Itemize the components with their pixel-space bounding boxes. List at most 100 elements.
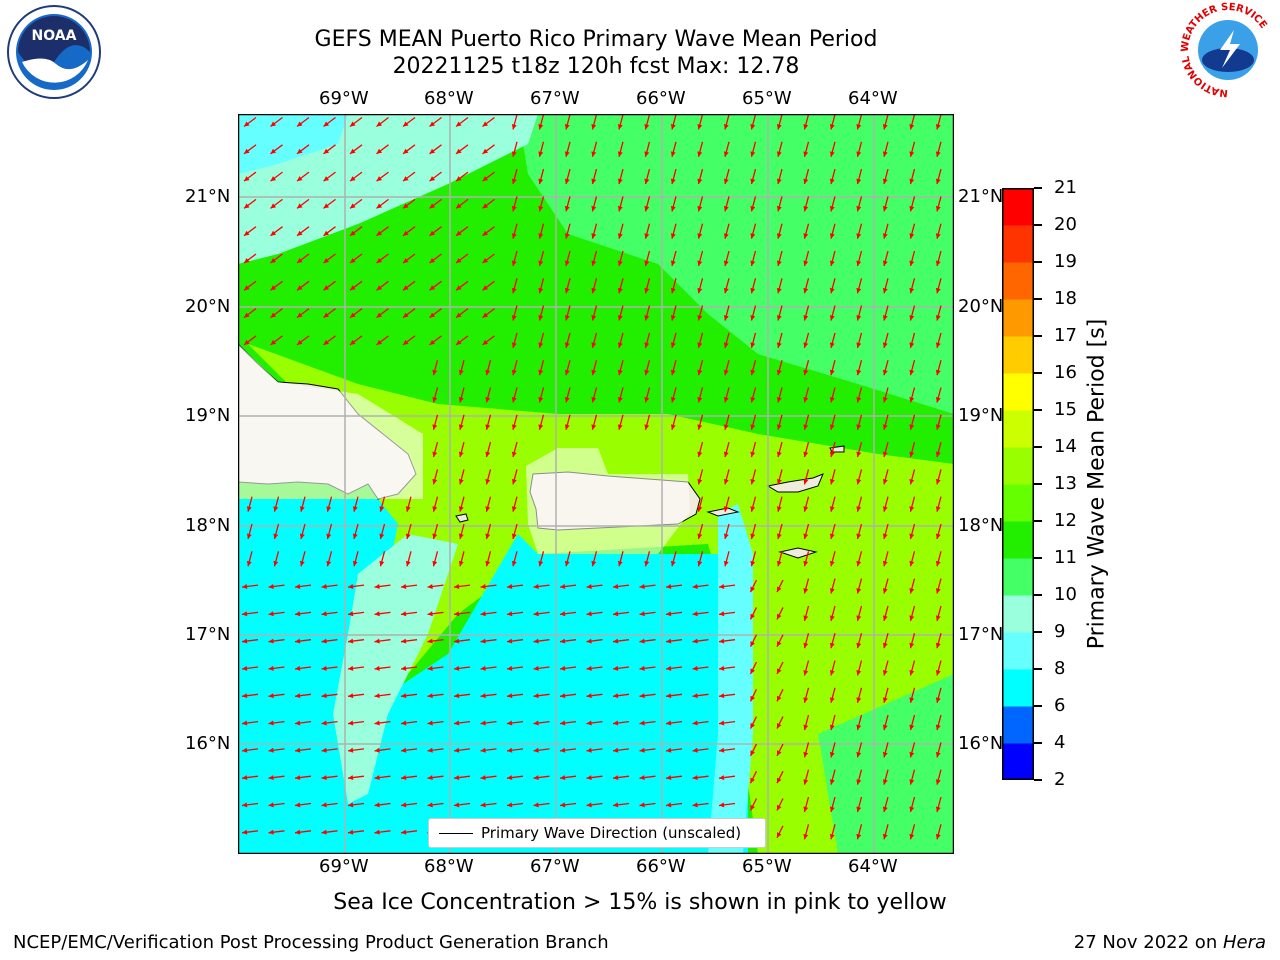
field-cyan-topleft bbox=[238, 114, 348, 174]
wave-direction-arrow bbox=[533, 583, 550, 589]
wave-direction-arrow bbox=[670, 360, 677, 376]
wave-direction-arrow bbox=[538, 332, 545, 349]
wave-direction-arrow bbox=[482, 335, 495, 346]
wave-direction-arrow bbox=[803, 250, 810, 267]
wave-direction-arrow bbox=[723, 360, 730, 376]
wave-direction-arrow bbox=[856, 769, 863, 785]
wave-direction-arrow bbox=[268, 747, 285, 753]
wave-direction-arrow bbox=[803, 414, 810, 430]
wave-direction-arrow bbox=[591, 114, 598, 130]
wave-direction-arrow bbox=[402, 280, 416, 291]
colorbar-segment bbox=[1002, 669, 1034, 707]
wave-direction-arrow bbox=[268, 775, 285, 781]
wave-direction-arrow bbox=[270, 144, 283, 155]
wave-direction-arrow bbox=[511, 523, 518, 540]
wave-direction-arrow bbox=[241, 775, 259, 781]
wave-direction-arrow bbox=[723, 196, 730, 212]
wave-direction-arrow bbox=[586, 802, 603, 808]
wave-direction-arrow bbox=[511, 305, 518, 321]
wave-direction-arrow bbox=[776, 469, 783, 485]
wave-direction-arrow bbox=[402, 253, 416, 264]
wave-direction-arrow bbox=[750, 305, 757, 321]
wave-direction-arrow bbox=[429, 226, 442, 237]
wave-direction-arrow bbox=[268, 693, 285, 699]
wave-direction-arrow bbox=[882, 496, 889, 512]
wave-direction-arrow bbox=[935, 633, 942, 649]
colorbar-segment bbox=[1002, 188, 1034, 226]
wave-direction-arrow bbox=[482, 280, 495, 291]
wave-direction-arrow bbox=[909, 496, 916, 512]
wave-direction-arrow bbox=[718, 802, 736, 808]
wave-direction-arrow bbox=[400, 638, 418, 644]
wave-direction-arrow bbox=[749, 743, 758, 757]
wave-direction-arrow bbox=[856, 360, 863, 376]
wave-direction-arrow bbox=[321, 693, 338, 699]
wave-direction-arrow bbox=[644, 360, 651, 376]
wave-direction-arrow bbox=[935, 660, 942, 676]
wave-direction-arrow bbox=[400, 693, 418, 699]
wave-direction-arrow bbox=[432, 387, 439, 403]
wave-direction-arrow bbox=[612, 775, 630, 781]
footer-date: 27 Nov 2022 on bbox=[1073, 932, 1223, 953]
wave-direction-arrow bbox=[458, 414, 465, 430]
wave-direction-arrow bbox=[349, 226, 363, 237]
wave-direction-arrow bbox=[538, 250, 545, 267]
wave-direction-arrow bbox=[374, 638, 391, 644]
wave-direction-arrow bbox=[856, 114, 863, 130]
lat-label-left: 21°N bbox=[185, 186, 231, 207]
wave-direction-arrow bbox=[776, 689, 784, 702]
wave-direction-arrow bbox=[427, 720, 444, 726]
wave-direction-arrow bbox=[718, 720, 736, 726]
wave-direction-arrow bbox=[453, 611, 471, 617]
wave-direction-arrow bbox=[591, 551, 598, 567]
land-vieques bbox=[706, 507, 740, 517]
wave-direction-arrow bbox=[909, 769, 916, 785]
wave-direction-arrow bbox=[803, 168, 810, 185]
wave-direction-arrow bbox=[829, 441, 836, 458]
wave-direction-arrow bbox=[511, 250, 518, 267]
wave-direction-arrow bbox=[803, 114, 810, 130]
wave-direction-arrow bbox=[511, 496, 518, 512]
wave-direction-arrow bbox=[882, 469, 889, 485]
wave-direction-arrow bbox=[829, 551, 836, 567]
wave-direction-arrow bbox=[723, 223, 730, 239]
wave-direction-arrow bbox=[749, 634, 758, 647]
colorbar-tick bbox=[1034, 557, 1042, 559]
wave-direction-arrow bbox=[856, 414, 863, 430]
wave-direction-arrow bbox=[432, 360, 439, 376]
wave-direction-arrow bbox=[644, 414, 651, 430]
wave-direction-arrow bbox=[856, 469, 863, 485]
wave-direction-arrow bbox=[750, 414, 757, 430]
wave-direction-arrow bbox=[909, 469, 916, 485]
wave-direction-arrow bbox=[882, 387, 889, 403]
wave-direction-arrow bbox=[639, 583, 656, 589]
wave-direction-arrow bbox=[644, 114, 651, 130]
wave-direction-arrow bbox=[639, 638, 656, 644]
wave-direction-arrow bbox=[935, 687, 942, 703]
lon-label-top: 66°W bbox=[636, 88, 686, 109]
wave-direction-arrow bbox=[644, 141, 651, 157]
wave-direction-arrow bbox=[427, 611, 444, 617]
wave-direction-arrow bbox=[935, 223, 942, 239]
wave-direction-arrow bbox=[697, 332, 704, 349]
wave-direction-arrow bbox=[485, 387, 492, 403]
colorbar-tick-label: 11 bbox=[1054, 547, 1077, 568]
wave-direction-arrow bbox=[273, 496, 280, 512]
legend-line-icon bbox=[439, 832, 473, 834]
lon-label-bottom: 68°W bbox=[424, 856, 474, 877]
wave-direction-arrow bbox=[665, 693, 683, 699]
wave-direction-arrow bbox=[432, 469, 439, 485]
wave-direction-arrow bbox=[564, 223, 571, 239]
wave-direction-arrow bbox=[533, 802, 550, 808]
wave-direction-arrow bbox=[803, 360, 810, 376]
wave-direction-arrow bbox=[639, 747, 656, 753]
wave-direction-arrow bbox=[533, 720, 550, 726]
wave-direction-arrow bbox=[882, 223, 889, 239]
wave-direction-arrow bbox=[776, 716, 784, 729]
wave-direction-arrow bbox=[243, 253, 257, 264]
wave-direction-arrow bbox=[347, 583, 365, 589]
wave-direction-arrow bbox=[482, 116, 495, 128]
wave-direction-arrow bbox=[935, 769, 942, 785]
wave-direction-arrow bbox=[559, 638, 577, 644]
wave-direction-arrow bbox=[856, 660, 863, 676]
